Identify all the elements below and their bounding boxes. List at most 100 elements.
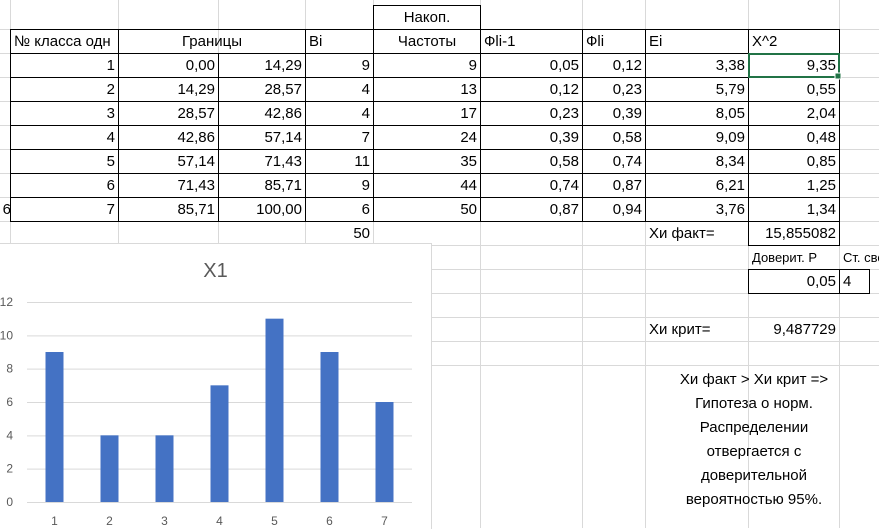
df-label[interactable]: Ст. сво [843, 250, 879, 265]
cell-cum[interactable]: 13 [460, 81, 477, 98]
cell-cum[interactable]: 44 [460, 177, 477, 194]
cell-hi[interactable]: 57,14 [264, 129, 302, 146]
cell-ei[interactable]: 9,09 [715, 129, 745, 146]
cell-lo[interactable]: 14,29 [177, 81, 215, 98]
cell-bi[interactable]: 9 [361, 57, 370, 74]
cell-phi[interactable]: 0,94 [612, 201, 642, 218]
bi-total[interactable]: 50 [353, 225, 370, 242]
cell-n[interactable]: 4 [106, 129, 115, 146]
conclusion-line: Распределении [699, 419, 809, 436]
x-tick-label: 3 [161, 514, 168, 528]
cell-chi2[interactable]: 0,48 [806, 129, 836, 146]
cell-hi[interactable]: 100,00 [256, 201, 302, 218]
cell-n[interactable]: 2 [106, 81, 115, 98]
cell-phi-prev[interactable]: 0,58 [549, 153, 579, 170]
chart-bar [155, 435, 174, 502]
cell-ei[interactable]: 5,79 [715, 81, 745, 98]
cell-phi[interactable]: 0,23 [612, 81, 642, 98]
cell-bi[interactable]: 6 [361, 201, 370, 218]
cell-lo[interactable]: 0,00 [185, 57, 215, 74]
conf-p-value[interactable]: 0,05 [806, 273, 836, 290]
header-bounds[interactable]: Границы [182, 33, 242, 50]
header-ei[interactable]: Ei [649, 33, 663, 50]
stray-cell-value[interactable]: 6 [2, 201, 11, 218]
cell-n[interactable]: 7 [106, 201, 115, 218]
x-tick-label: 5 [271, 514, 278, 528]
chart-bar [265, 318, 284, 502]
cell-ei[interactable]: 3,38 [715, 57, 745, 74]
cell-bi[interactable]: 4 [361, 105, 370, 122]
header-chi2[interactable]: X^2 [752, 33, 778, 50]
cell-chi2[interactable]: 1,34 [806, 201, 836, 218]
cell-hi[interactable]: 14,29 [264, 57, 302, 74]
cell-cum[interactable]: 24 [460, 129, 477, 146]
selected-cell-outline [748, 53, 840, 78]
cell-hi[interactable]: 85,71 [264, 177, 302, 194]
y-tick-label: 4 [6, 428, 13, 442]
cell-chi2[interactable]: 9,35 [806, 57, 836, 74]
x-tick-label: 4 [216, 514, 223, 528]
header-class-no[interactable]: № класса одн [14, 33, 111, 50]
header-bi[interactable]: Bi [309, 33, 323, 50]
header-phi[interactable]: Фli [586, 33, 605, 50]
cell-lo[interactable]: 85,71 [177, 201, 215, 218]
cell-n[interactable]: 6 [106, 177, 115, 194]
cell-phi-prev[interactable]: 0,87 [549, 201, 579, 218]
chart-bar [320, 352, 339, 502]
df-value[interactable]: 4 [843, 273, 852, 290]
cell-ei[interactable]: 3,76 [715, 201, 745, 218]
cell-cum[interactable]: 9 [468, 57, 477, 74]
cell-n[interactable]: 5 [106, 153, 115, 170]
cell-phi[interactable]: 0,87 [612, 177, 642, 194]
cell-bi[interactable]: 7 [361, 129, 370, 146]
header-cum-line1[interactable]: Накоп. [403, 9, 451, 26]
cell-bi[interactable]: 4 [361, 81, 370, 98]
cell-chi2[interactable]: 0,85 [806, 153, 836, 170]
cell-chi2[interactable]: 0,55 [806, 81, 836, 98]
cell-hi[interactable]: 71,43 [264, 153, 302, 170]
cell-cum[interactable]: 35 [460, 153, 477, 170]
y-tick-label: 10 [0, 328, 13, 342]
chi-fact-label[interactable]: Хи факт= [649, 225, 715, 242]
cell-cum[interactable]: 50 [460, 201, 477, 218]
cell-n[interactable]: 1 [106, 57, 115, 74]
cell-phi[interactable]: 0,74 [612, 153, 642, 170]
chi-crit-value[interactable]: 9,487729 [773, 321, 836, 338]
chi-fact-value[interactable]: 15,855082 [765, 225, 836, 242]
cell-bi[interactable]: 11 [354, 153, 370, 170]
cell-phi-prev[interactable]: 0,05 [549, 57, 579, 74]
cell-ei[interactable]: 8,34 [715, 153, 745, 170]
bar-chart[interactable]: X1 0 2 4 6 8 10 12 1 2 3 4 5 6 7 [0, 243, 432, 529]
chart-bar [210, 385, 229, 502]
y-tick-label: 6 [6, 395, 13, 409]
cell-n[interactable]: 3 [106, 105, 115, 122]
cell-phi[interactable]: 0,58 [612, 129, 642, 146]
header-phi-prev[interactable]: Фli-1 [484, 33, 516, 50]
header-cum-line2[interactable]: Частоты [397, 33, 457, 50]
x-tick-label: 7 [381, 514, 388, 528]
cell-bi[interactable]: 9 [361, 177, 370, 194]
conclusion-text[interactable]: Хи факт > Хи крит => Гипотеза о норм. Ра… [660, 368, 848, 512]
cell-phi[interactable]: 0,39 [612, 105, 642, 122]
cell-lo[interactable]: 28,57 [177, 105, 215, 122]
chi-crit-label[interactable]: Хи крит= [649, 321, 711, 338]
cell-ei[interactable]: 6,21 [715, 177, 745, 194]
cell-hi[interactable]: 42,86 [264, 105, 302, 122]
cell-lo[interactable]: 42,86 [177, 129, 215, 146]
cell-phi-prev[interactable]: 0,74 [549, 177, 579, 194]
cell-cum[interactable]: 17 [460, 105, 477, 122]
cell-hi[interactable]: 28,57 [264, 81, 302, 98]
y-tick-label: 2 [6, 462, 13, 476]
cell-phi-prev[interactable]: 0,12 [549, 81, 579, 98]
cell-chi2[interactable]: 1,25 [806, 177, 836, 194]
cell-phi-prev[interactable]: 0,39 [549, 129, 579, 146]
cell-lo[interactable]: 57,14 [177, 153, 215, 170]
cell-lo[interactable]: 71,43 [177, 177, 215, 194]
cell-ei[interactable]: 8,05 [715, 105, 745, 122]
cell-chi2[interactable]: 2,04 [806, 105, 836, 122]
cell-phi-prev[interactable]: 0,23 [549, 105, 579, 122]
cell-phi[interactable]: 0,12 [612, 57, 642, 74]
y-tick-label: 0 [6, 495, 13, 509]
conf-p-label[interactable]: Доверит. Р [752, 250, 818, 265]
